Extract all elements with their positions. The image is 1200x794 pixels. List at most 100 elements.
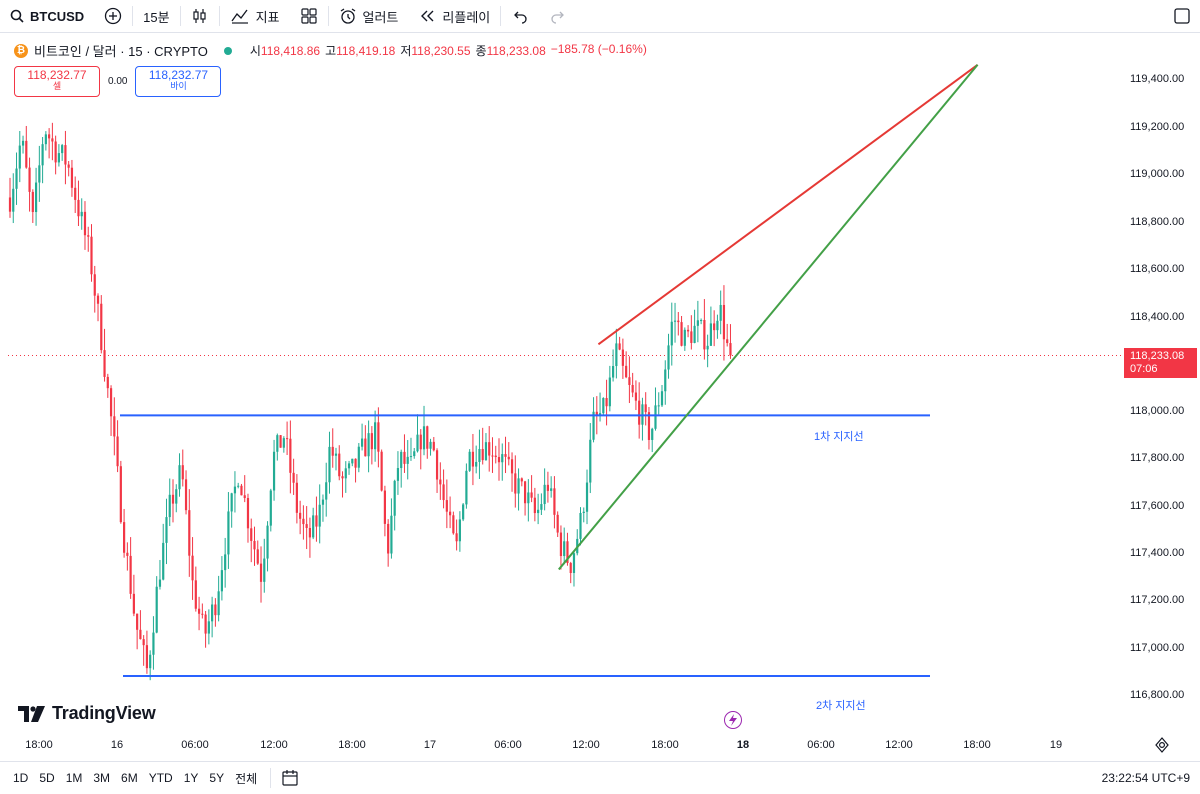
candle-body [527,492,530,504]
candle-body [57,153,60,163]
candle-body [488,442,491,456]
candle-body [106,376,109,389]
candle-body [680,322,683,346]
candle-body [550,488,553,491]
candle-body [77,199,80,217]
buy-label: 바이 [170,81,187,92]
date-range-icon[interactable] [281,769,299,787]
candle-body [243,495,246,499]
candle-body [308,527,312,538]
buy-button[interactable]: 118,232.77 바이 [135,66,222,97]
range-1d[interactable]: 1D [13,771,29,785]
candle-body [563,541,566,557]
change-value: −185.78 (−0.16%) [550,42,647,56]
candle-body [530,492,533,498]
candle-body [543,484,546,505]
candle-body [250,528,253,541]
candle-body [119,466,122,523]
alert-button[interactable]: 얼러트 [329,0,409,33]
price-tick: 119,000.00 [1130,168,1185,180]
range-3m[interactable]: 3M [93,771,111,785]
candle-body [15,168,18,189]
candle-body [354,458,357,468]
range-1y[interactable]: 1Y [183,771,199,785]
candle-body [664,369,667,392]
candle-body [556,514,559,533]
candle-body [295,482,298,513]
candle-body [246,498,250,529]
lightning-icon[interactable] [724,711,742,729]
compare-symbol-button[interactable] [94,0,132,33]
gear-icon[interactable] [1154,737,1170,758]
candle-body [677,320,680,323]
candle-body [48,134,51,139]
candle-body [507,456,510,460]
sell-price: 118,232.77 [27,68,87,82]
candle-body [690,331,693,343]
range-5y[interactable]: 5Y [209,771,225,785]
candle-body [416,434,419,452]
candle-body [272,451,276,491]
plus-circle-icon [105,7,122,25]
candle-body [631,384,634,393]
interval-button[interactable]: 15분 [133,0,179,33]
candle-body [113,416,116,437]
chart-type-button[interactable] [181,0,219,33]
time-tick: 12:00 [572,739,600,751]
candle-body [719,304,722,321]
candle-body [475,461,478,467]
candle-body [357,446,360,468]
candle-body [240,485,243,496]
candle-body [716,320,719,331]
fullscreen-button[interactable] [1172,6,1192,31]
candle-body [259,563,263,582]
candle-body [491,455,494,457]
candle-body [109,388,113,417]
replay-button[interactable]: 리플레이 [408,0,500,33]
candle-body [553,488,556,515]
trade-panel: 118,232.77 셀 0.00 118,232.77 바이 [14,66,222,97]
candle-body [667,345,670,370]
candle-body [54,141,57,163]
indicators-button[interactable]: 지표 [220,0,290,33]
replay-label: 리플레이 [442,9,491,25]
candle-body [266,525,269,559]
candle-body [214,604,217,616]
candle-body [64,145,67,165]
candle-body [628,377,631,385]
undo-icon [514,11,527,24]
undo-button[interactable] [501,0,539,33]
close-value: 118,233.08 [486,44,546,58]
range-all[interactable]: 전체 [235,771,258,786]
redo-icon [551,11,565,24]
range-5d[interactable]: 5D [39,771,55,785]
range-ytd[interactable]: YTD [148,771,173,785]
candle-body [377,422,380,452]
candle-body [458,519,461,542]
time-tick: 06:00 [494,739,522,751]
candle-body [618,343,621,350]
range-6m[interactable]: 6M [121,771,138,785]
range-1m[interactable]: 1M [65,771,83,785]
price-tick: 118,600.00 [1130,263,1185,275]
candle-body [191,555,194,581]
candle-body [312,515,315,538]
candle-body [18,145,21,169]
candle-body [31,191,34,213]
candle-body [175,489,178,504]
symbol-search[interactable]: BTCUSD [0,0,94,33]
candle-body [90,236,93,275]
candle-body [660,391,664,406]
candle-body [409,456,413,458]
utc-clock[interactable]: 23:22:54 UTC+9 [1101,771,1190,785]
layouts-button[interactable] [290,0,328,33]
candle-body [445,500,448,512]
toolbar-divider [179,6,181,26]
current-price-value: 118,233.08 [1130,350,1185,362]
redo-button[interactable] [539,0,577,33]
candle-body [184,479,188,511]
candle-body [422,426,426,450]
sell-button[interactable]: 118,232.77 셀 [14,66,100,97]
candle-body [634,392,638,401]
